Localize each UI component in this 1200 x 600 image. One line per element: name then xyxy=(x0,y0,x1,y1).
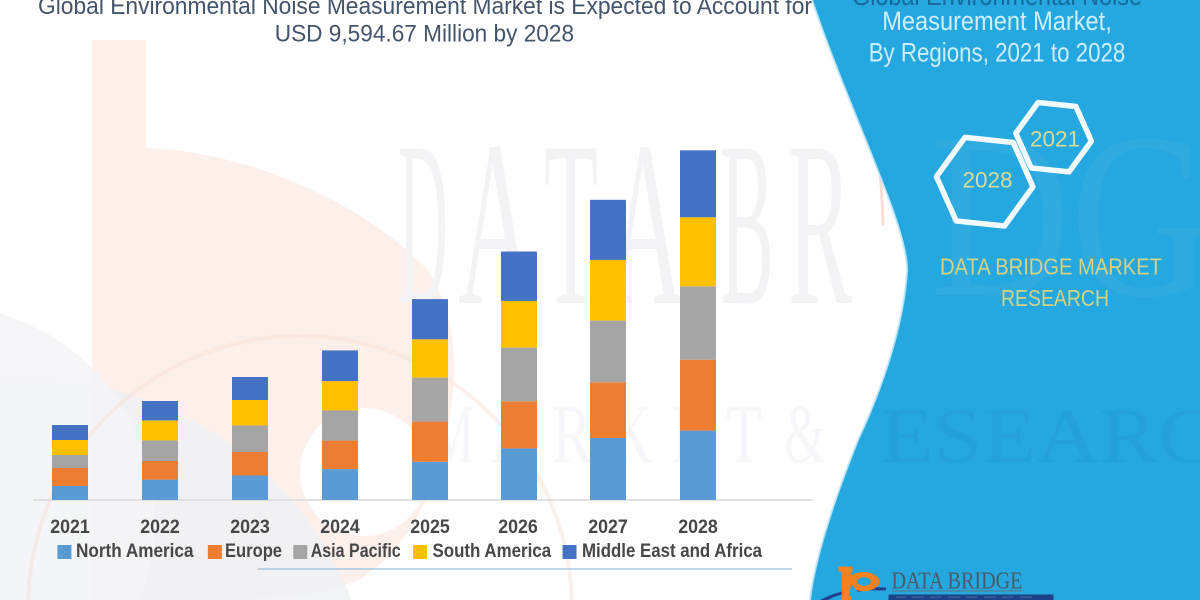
svg-text:RESEARCH: RESEARCH xyxy=(1001,285,1109,311)
svg-text:Measurement Market,: Measurement Market, xyxy=(882,6,1112,36)
svg-text:2024: 2024 xyxy=(320,517,360,538)
svg-text:2022: 2022 xyxy=(140,517,180,538)
svg-text:Europe: Europe xyxy=(225,541,282,562)
svg-text:T: T xyxy=(726,388,762,481)
svg-text:South America: South America xyxy=(433,541,552,562)
svg-text:DATA BRIDGE: DATA BRIDGE xyxy=(892,569,1023,595)
svg-text:ESEARCH: ESEARCH xyxy=(880,392,1200,479)
svg-text:2028: 2028 xyxy=(678,517,718,538)
svg-text:2021: 2021 xyxy=(50,517,90,538)
svg-text:R: R xyxy=(552,388,592,481)
svg-text:2028: 2028 xyxy=(963,168,1013,193)
svg-text:2025: 2025 xyxy=(410,517,450,538)
svg-text:Middle East and Africa: Middle East and Africa xyxy=(582,541,762,562)
svg-text:2021: 2021 xyxy=(1030,126,1080,151)
svg-text:USD 9,594.67 Million by 2028: USD 9,594.67 Million by 2028 xyxy=(275,20,574,47)
svg-text:Global Environmental Noise: Global Environmental Noise xyxy=(852,0,1142,5)
svg-text:B: B xyxy=(720,94,774,355)
svg-text:By Regions, 2021 to 2028: By Regions, 2021 to 2028 xyxy=(869,38,1126,68)
svg-text:Asia Pacific: Asia Pacific xyxy=(311,541,401,562)
svg-text:R: R xyxy=(788,94,852,355)
svg-text:North America: North America xyxy=(76,541,194,562)
svg-text:Global Environmental Noise: Global Environmental Noise xyxy=(852,0,1142,11)
svg-text:DGE: DGE xyxy=(930,86,1200,347)
svg-text:2026: 2026 xyxy=(498,517,538,538)
svg-text:&: & xyxy=(784,388,826,481)
svg-text:2023: 2023 xyxy=(230,517,270,538)
svg-text:2027: 2027 xyxy=(588,517,628,538)
svg-text:DATA BRIDGE MARKET: DATA BRIDGE MARKET xyxy=(940,254,1162,280)
svg-text:Global Environmental Noise Mea: Global Environmental Noise Measurement M… xyxy=(38,0,812,20)
svg-text:T: T xyxy=(544,94,598,355)
